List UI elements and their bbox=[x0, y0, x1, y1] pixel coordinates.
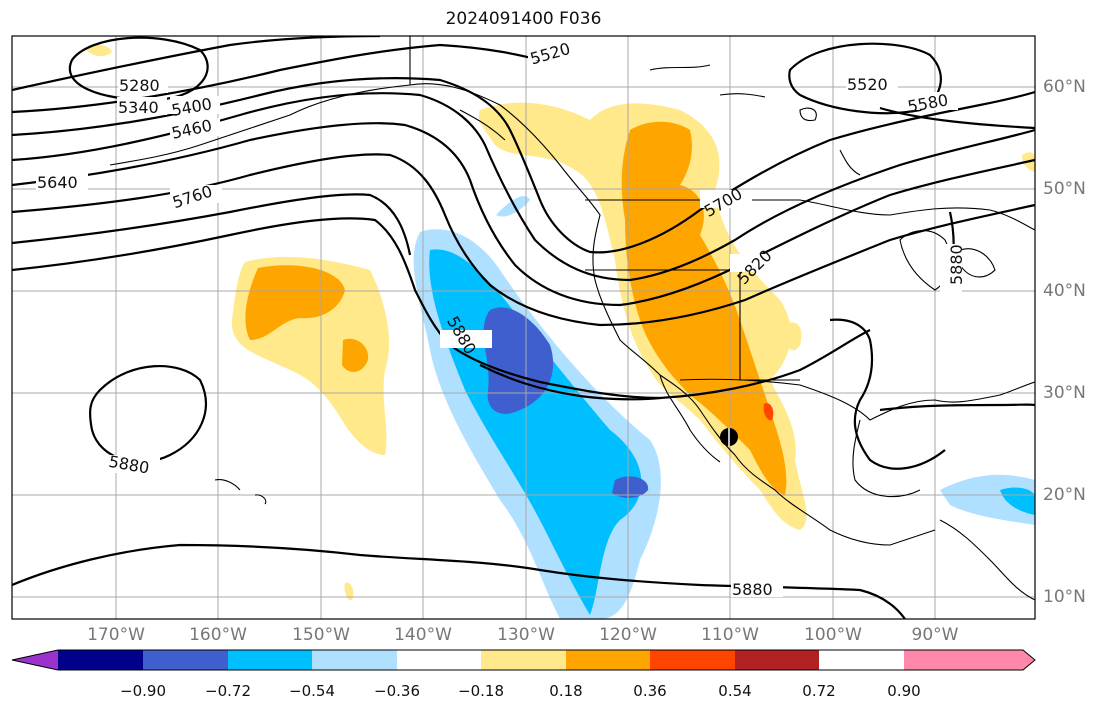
lon-label-140w: 140°W bbox=[394, 625, 452, 645]
colorbar-tick: 0.54 bbox=[718, 682, 752, 700]
colorbar-swatch bbox=[143, 650, 228, 670]
colorbar-tick: 0.72 bbox=[802, 682, 836, 700]
contour-label-5280: 5280 bbox=[119, 76, 160, 95]
lon-label-160w: 160°W bbox=[189, 625, 247, 645]
contour-label-5880-east: 5880 bbox=[947, 244, 966, 285]
negative-anomaly-light-east bbox=[940, 474, 1035, 525]
weather-map[interactable]: 5280 5340 5400 5460 5520 5520 5580 5640 … bbox=[0, 0, 1047, 625]
positive-anomaly-red bbox=[763, 403, 774, 421]
lon-label-150w: 150°W bbox=[292, 625, 350, 645]
colorbar-tick-labels: −0.90 −0.72 −0.54 −0.36 −0.18 0.18 0.36 … bbox=[0, 682, 1105, 706]
positive-anomaly-medium-pacific bbox=[245, 265, 345, 340]
colorbar bbox=[11, 649, 1036, 671]
colorbar-tick: −0.18 bbox=[458, 682, 504, 700]
lon-label-110w: 110°W bbox=[701, 625, 759, 645]
colorbar-tick: −0.54 bbox=[289, 682, 335, 700]
contour-label-5340: 5340 bbox=[118, 98, 159, 117]
colorbar-tick: 0.18 bbox=[549, 682, 583, 700]
contour-label-5520-east: 5520 bbox=[847, 75, 888, 94]
contour-label-group: 5280 5340 5400 5460 5520 5520 5580 5640 … bbox=[36, 39, 966, 599]
colorbar-swatch bbox=[228, 650, 312, 670]
location-marker bbox=[720, 428, 738, 446]
lat-label-40n: 40°N bbox=[1043, 281, 1086, 301]
colorbar-tick: −0.72 bbox=[205, 682, 251, 700]
lon-label-130w: 130°W bbox=[497, 625, 555, 645]
negative-anomaly-medium-east bbox=[1000, 487, 1035, 515]
contour-label-5880-south: 5880 bbox=[732, 580, 773, 599]
lat-label-60n: 60°N bbox=[1043, 77, 1086, 97]
colorbar-swatch bbox=[904, 650, 1023, 670]
map-title: 2024091400 F036 bbox=[445, 9, 602, 29]
colorbar-tick: −0.36 bbox=[374, 682, 420, 700]
lat-label-30n: 30°N bbox=[1043, 383, 1086, 403]
lat-label-10n: 10°N bbox=[1043, 587, 1086, 607]
colorbar-swatch bbox=[650, 650, 735, 670]
lon-label-90w: 90°W bbox=[911, 625, 959, 645]
colorbar-swatch-max bbox=[1023, 650, 1035, 670]
positive-anomaly-light-west-2 bbox=[785, 322, 802, 351]
colorbar-swatch bbox=[481, 650, 566, 670]
colorbar-swatch bbox=[397, 650, 481, 670]
lon-label-100w: 100°W bbox=[804, 625, 862, 645]
colorbar-swatch bbox=[58, 650, 143, 670]
positive-anomaly-small bbox=[344, 582, 354, 601]
positive-anomaly-medium-pacific-2 bbox=[342, 338, 369, 372]
lat-label-50n: 50°N bbox=[1043, 179, 1086, 199]
longitude-labels: 170°W 160°W 150°W 140°W 130°W 120°W 110°… bbox=[0, 625, 1047, 649]
colorbar-tick: 0.90 bbox=[887, 682, 921, 700]
colorbar-tick: −0.90 bbox=[120, 682, 166, 700]
lon-label-170w: 170°W bbox=[87, 625, 145, 645]
map-frame bbox=[11, 35, 1036, 620]
colorbar-tick: 0.36 bbox=[633, 682, 667, 700]
positive-anomaly-medium-west bbox=[621, 121, 787, 495]
colorbar-swatch bbox=[312, 650, 397, 670]
latitude-labels: 60°N 50°N 40°N 30°N 20°N 10°N bbox=[1043, 0, 1105, 620]
colorbar-swatch-min bbox=[12, 650, 58, 670]
negative-anomaly-dark-south bbox=[612, 476, 649, 498]
lat-label-20n: 20°N bbox=[1043, 485, 1086, 505]
colorbar-swatch bbox=[735, 650, 819, 670]
contour-label-5640: 5640 bbox=[37, 173, 78, 192]
negative-anomaly-light-small bbox=[496, 195, 530, 217]
positive-anomaly-arctic bbox=[85, 44, 112, 57]
colorbar-swatch bbox=[566, 650, 650, 670]
lon-label-120w: 120°W bbox=[599, 625, 657, 645]
